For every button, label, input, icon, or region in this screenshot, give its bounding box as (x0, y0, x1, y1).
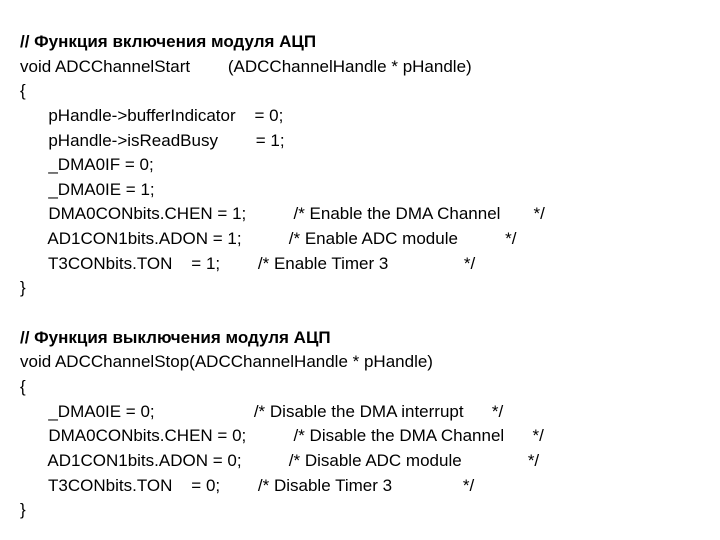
line-ad1con1-adon: AD1CON1bits.ADON = 1; /* Enable ADC modu… (20, 229, 517, 248)
code-listing: // Функция включения модуля АЦП void ADC… (0, 0, 720, 540)
brace-open-2: { (20, 377, 26, 396)
line-dma0if: _DMA0IF = 0; (20, 155, 154, 174)
brace-close-2: } (20, 500, 26, 519)
line-dma0con-chen: DMA0CONbits.CHEN = 1; /* Enable the DMA … (20, 204, 545, 223)
fn-start-signature: void ADCChannelStart (ADCChannelHandle *… (20, 57, 472, 76)
brace-open-1: { (20, 81, 26, 100)
line-t3con-ton: T3CONbits.TON = 1; /* Enable Timer 3 */ (20, 254, 475, 273)
line-stop-dma0ie: _DMA0IE = 0; /* Disable the DMA interrup… (20, 402, 503, 421)
comment-enable: // Функция включения модуля АЦП (20, 32, 316, 51)
brace-close-1: } (20, 278, 26, 297)
line-stop-dma0con-chen: DMA0CONbits.CHEN = 0; /* Disable the DMA… (20, 426, 544, 445)
line-buffer-indicator: pHandle->bufferIndicator = 0; (20, 106, 283, 125)
fn-stop-signature: void ADCChannelStop(ADCChannelHandle * p… (20, 352, 433, 371)
comment-disable: // Функция выключения модуля АЦП (20, 328, 331, 347)
line-dma0ie: _DMA0IE = 1; (20, 180, 155, 199)
line-stop-t3con-ton: T3CONbits.TON = 0; /* Disable Timer 3 */ (20, 476, 474, 495)
line-isreadbusy: pHandle->isReadBusy = 1; (20, 131, 285, 150)
line-stop-ad1con1-adon: AD1CON1bits.ADON = 0; /* Disable ADC mod… (20, 451, 539, 470)
